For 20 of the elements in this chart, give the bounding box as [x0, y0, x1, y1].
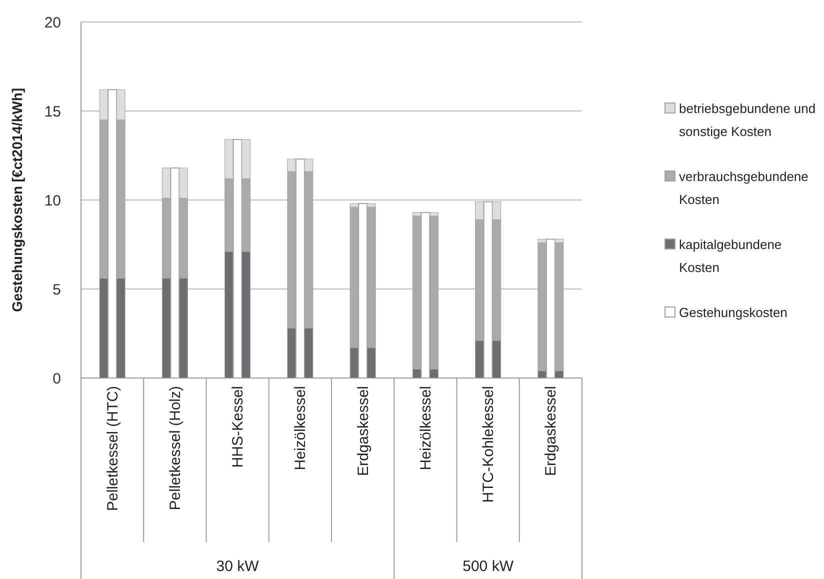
- x-tick-label: Pelletkessel (Holz): [166, 386, 184, 510]
- y-tick-label: 20: [44, 14, 61, 32]
- y-axis-title: Gestehungskosten [€ct2014/kWh]: [9, 88, 25, 312]
- legend-label: betriebsgebundene und sonstige Kosten: [679, 101, 816, 139]
- x-tick-label: Pelletkessel (HTC): [104, 386, 122, 512]
- x-tick-label: Heizölkessel: [417, 386, 434, 470]
- y-tick-label: 0: [52, 370, 61, 388]
- legend-label: verbrauchsgebundene Kosten: [679, 169, 808, 207]
- text: 30 kW: [216, 558, 260, 575]
- legend-label: kapitalgebundene Kosten: [679, 237, 782, 275]
- x-tick-label: HHS-Kessel: [230, 386, 247, 468]
- x-tick-label: Erdgaskessel: [354, 386, 372, 476]
- text: 500 kW: [462, 558, 514, 575]
- x-tick-label: Erdgaskessel: [542, 386, 560, 476]
- y-tick-label: 5: [52, 281, 61, 298]
- y-tick-label: 10: [44, 192, 61, 210]
- x-tick-label: Heizölkessel: [292, 386, 310, 470]
- x-tick-label: HTC-Kohlekessel: [480, 386, 498, 503]
- y-tick-label: 15: [44, 103, 61, 120]
- legend-label: Gestehungskosten: [679, 305, 788, 320]
